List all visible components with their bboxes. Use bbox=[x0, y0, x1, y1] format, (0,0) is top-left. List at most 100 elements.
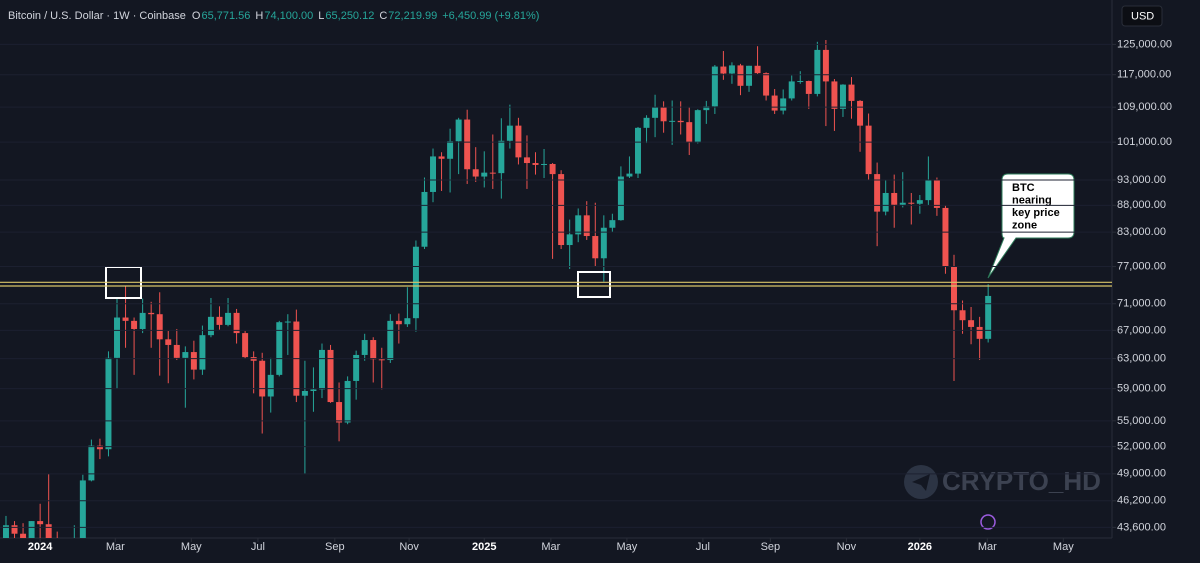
candle-body bbox=[737, 65, 744, 86]
candle-body bbox=[114, 317, 120, 358]
x-tick-label: Nov bbox=[399, 541, 419, 553]
y-tick-label: 63,000.00 bbox=[1117, 352, 1166, 364]
y-tick-label: 101,000.00 bbox=[1117, 136, 1172, 148]
candle-body bbox=[933, 179, 940, 208]
candle-body bbox=[797, 81, 804, 83]
candle-body bbox=[430, 156, 437, 192]
candle-body bbox=[839, 84, 846, 109]
candle-body bbox=[575, 215, 582, 235]
ohlc-key: C bbox=[379, 10, 387, 22]
candle-body bbox=[233, 312, 240, 334]
y-tick-label: 49,000.00 bbox=[1117, 468, 1166, 480]
candle-body bbox=[771, 95, 778, 111]
candle-body bbox=[2, 525, 9, 538]
candle-body bbox=[857, 100, 864, 126]
x-tick-label: Nov bbox=[837, 541, 857, 553]
candle-body bbox=[344, 380, 351, 423]
watermark: CRYPTO_HD bbox=[904, 465, 1101, 499]
candle-body bbox=[711, 66, 718, 107]
candle-body bbox=[532, 163, 539, 165]
candle-body bbox=[985, 295, 992, 339]
candle-body bbox=[267, 374, 274, 397]
candle-body bbox=[703, 106, 710, 111]
candle-body bbox=[37, 521, 44, 525]
y-tick-label: 93,000.00 bbox=[1117, 174, 1166, 186]
candle-body bbox=[353, 354, 360, 381]
candle-body bbox=[242, 333, 249, 358]
ohlc-value: 65,250.12 bbox=[325, 10, 374, 22]
candle-body bbox=[79, 480, 86, 538]
candle-body bbox=[173, 344, 180, 358]
highlight-box bbox=[577, 271, 611, 298]
candle-body bbox=[481, 172, 488, 177]
candle-body bbox=[720, 66, 727, 74]
candle-body bbox=[395, 320, 402, 325]
candle-body bbox=[489, 172, 496, 174]
y-tick-label: 55,000.00 bbox=[1117, 415, 1166, 427]
candle-body bbox=[831, 81, 838, 109]
y-tick-label: 88,000.00 bbox=[1117, 199, 1166, 211]
candle-body bbox=[182, 352, 189, 358]
candle-body bbox=[635, 127, 641, 174]
candle-body bbox=[199, 335, 206, 370]
candle-body bbox=[865, 125, 872, 175]
x-tick-label: Mar bbox=[541, 541, 560, 553]
watermark-text: CRYPTO_HD bbox=[942, 466, 1101, 496]
candle-body bbox=[788, 81, 795, 99]
candle-body bbox=[190, 352, 197, 370]
ohlc-value: 65,771.56 bbox=[201, 10, 250, 22]
candle-body bbox=[600, 227, 607, 259]
candle-body bbox=[805, 81, 812, 94]
candle-body bbox=[523, 157, 530, 164]
candle-body bbox=[566, 234, 573, 246]
symbol-title: Bitcoin / U.S. Dollar · 1W · Coinbase bbox=[8, 10, 186, 22]
candle-body bbox=[96, 445, 103, 450]
candle-body bbox=[968, 320, 975, 327]
candle-body bbox=[131, 320, 138, 329]
candle-body bbox=[951, 266, 957, 311]
callout-line: nearing bbox=[1012, 194, 1052, 206]
ohlc-key: L bbox=[318, 10, 324, 22]
y-tick-label: 117,000.00 bbox=[1117, 69, 1171, 81]
x-tick-label: 2025 bbox=[472, 541, 496, 553]
candle-body bbox=[498, 140, 505, 174]
app-icon bbox=[980, 514, 996, 530]
candle-body bbox=[916, 200, 923, 204]
candle-body bbox=[814, 49, 821, 94]
candle-body bbox=[318, 349, 325, 390]
candle-body bbox=[225, 312, 232, 325]
candle-body bbox=[447, 141, 454, 159]
y-tick-label: 52,000.00 bbox=[1117, 440, 1166, 452]
callout-line: key price bbox=[1012, 207, 1060, 219]
candle-body bbox=[763, 73, 770, 96]
currency-label: USD bbox=[1131, 10, 1154, 22]
candle-body bbox=[327, 349, 334, 403]
candle-body bbox=[746, 65, 753, 86]
x-tick-label: Sep bbox=[761, 541, 781, 553]
x-tick-label: May bbox=[1053, 541, 1074, 553]
candle-body bbox=[148, 312, 155, 315]
candle-body bbox=[908, 202, 915, 204]
y-tick-label: 109,000.00 bbox=[1117, 101, 1172, 113]
currency-box bbox=[1121, 5, 1163, 27]
candle-body bbox=[404, 318, 411, 325]
candle-body bbox=[11, 525, 18, 534]
candle-body bbox=[558, 174, 565, 246]
candle-body bbox=[506, 125, 513, 141]
candle-body bbox=[643, 117, 650, 128]
candle-body bbox=[216, 316, 223, 325]
candle-body bbox=[284, 321, 291, 323]
candle-body bbox=[541, 163, 548, 165]
x-tick-label: May bbox=[181, 541, 202, 553]
x-tick-label: Mar bbox=[106, 541, 125, 553]
change: +6,450.99 (+9.81%) bbox=[442, 10, 539, 22]
callout bbox=[987, 173, 1075, 279]
candle-body bbox=[592, 236, 599, 259]
candle-body bbox=[105, 357, 112, 450]
candle-body bbox=[882, 192, 889, 212]
y-tick-label: 83,000.00 bbox=[1117, 226, 1166, 238]
ohlc-value: 74,100.00 bbox=[264, 10, 313, 22]
candle-body bbox=[660, 107, 667, 122]
candle-body bbox=[156, 314, 163, 340]
